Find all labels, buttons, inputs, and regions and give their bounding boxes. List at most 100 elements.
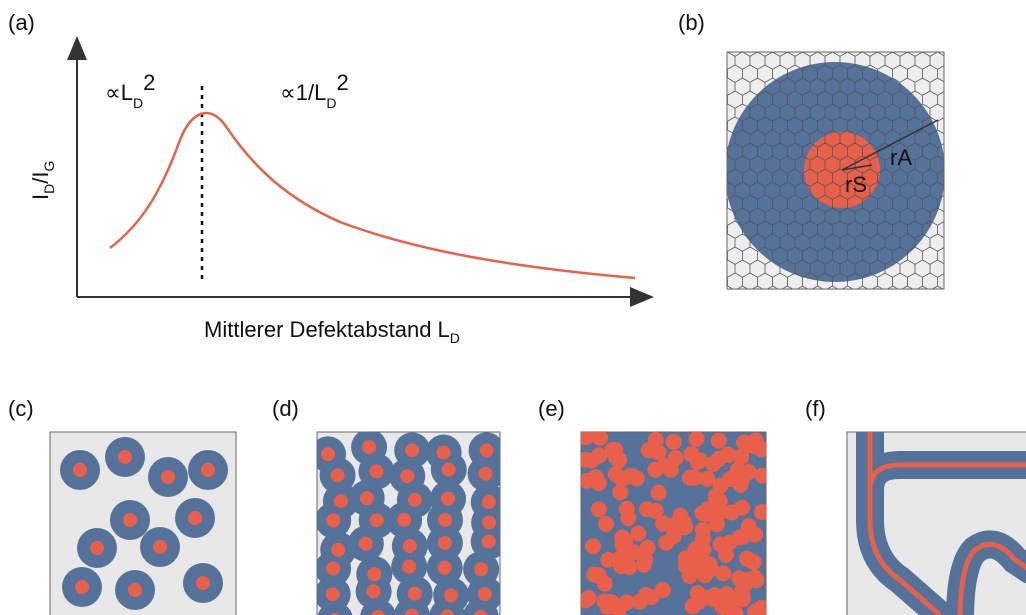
defect — [655, 582, 671, 598]
defects — [310, 429, 507, 615]
text: /I — [28, 172, 53, 184]
defect — [438, 536, 452, 550]
defect — [326, 513, 340, 527]
defect — [73, 463, 87, 477]
defect — [682, 470, 698, 486]
defect — [666, 434, 682, 450]
defect — [331, 543, 345, 557]
defect — [655, 516, 671, 532]
defect — [479, 467, 493, 481]
defect — [741, 518, 757, 534]
radius-label: rS — [845, 172, 867, 197]
defect — [442, 463, 456, 477]
defect — [367, 584, 381, 598]
defect — [444, 588, 458, 602]
curve — [110, 113, 635, 278]
defect — [622, 468, 638, 484]
panel-label: (b) — [678, 10, 705, 35]
defect — [591, 501, 607, 517]
defect — [747, 438, 763, 454]
defect — [331, 468, 345, 482]
text: Mittlerer Defektabstand L — [204, 317, 450, 342]
defect — [689, 431, 705, 447]
y-label: ID/IG — [28, 161, 57, 200]
defect — [321, 447, 335, 461]
defect — [400, 469, 414, 483]
defect — [651, 485, 667, 501]
defect — [441, 492, 455, 506]
defect — [648, 432, 664, 448]
text: ∝1/L — [280, 80, 326, 105]
defect — [617, 533, 633, 549]
defect — [687, 541, 703, 557]
defect — [705, 456, 721, 472]
defect — [754, 468, 770, 484]
defect — [128, 583, 142, 597]
defect — [326, 561, 340, 575]
hex-grid — [727, 52, 944, 289]
defect — [438, 513, 452, 527]
defect — [608, 466, 624, 482]
defect — [585, 538, 601, 554]
superscript: 2 — [143, 70, 155, 95]
defect — [118, 450, 132, 464]
defect — [326, 587, 340, 601]
defect — [682, 568, 698, 584]
defect — [718, 547, 734, 563]
regime-label: ∝1/LD2 — [280, 70, 349, 111]
subscript: D — [133, 95, 143, 111]
defect — [90, 541, 104, 555]
defect — [362, 440, 376, 454]
defect — [480, 443, 494, 457]
defect — [699, 471, 715, 487]
defect — [591, 447, 607, 463]
defect — [599, 599, 615, 615]
defect — [482, 516, 496, 530]
defect — [196, 576, 210, 590]
defect — [746, 554, 762, 570]
defect — [408, 587, 422, 601]
regime-label: ∝LD2 — [105, 70, 155, 111]
defect — [632, 594, 648, 610]
defect — [577, 452, 593, 468]
panel-label: (d) — [272, 396, 299, 421]
defect — [581, 590, 597, 606]
subscript: D — [41, 184, 57, 194]
x-label: Mittlerer Defektabstand LD — [204, 317, 460, 346]
defect — [402, 560, 416, 574]
defect — [367, 567, 381, 581]
defect — [636, 557, 652, 573]
defect — [731, 570, 747, 586]
defect — [360, 491, 374, 505]
defect — [405, 443, 419, 457]
defect — [188, 511, 202, 525]
defect — [590, 567, 606, 583]
radius-label: rA — [890, 145, 912, 170]
panel-label: (e) — [538, 396, 565, 421]
defect — [720, 447, 736, 463]
defect — [591, 475, 607, 491]
defect — [437, 446, 451, 460]
defect — [397, 513, 411, 527]
defect — [730, 462, 746, 478]
defect — [482, 495, 496, 509]
defect — [75, 580, 89, 594]
defect — [639, 501, 655, 517]
defect — [153, 540, 167, 554]
defect — [620, 510, 636, 526]
defect — [598, 516, 614, 532]
defect — [370, 513, 384, 527]
defect — [201, 463, 215, 477]
defect — [359, 537, 373, 551]
defect — [647, 462, 663, 478]
defect — [438, 561, 452, 575]
defect — [702, 560, 718, 576]
panel-label: (f) — [805, 396, 826, 421]
defect — [369, 464, 383, 478]
defect — [706, 591, 722, 607]
subscript: G — [41, 161, 57, 172]
defect — [683, 446, 699, 462]
defect — [334, 494, 348, 508]
defect — [408, 493, 422, 507]
panel-label: (c) — [8, 396, 34, 421]
